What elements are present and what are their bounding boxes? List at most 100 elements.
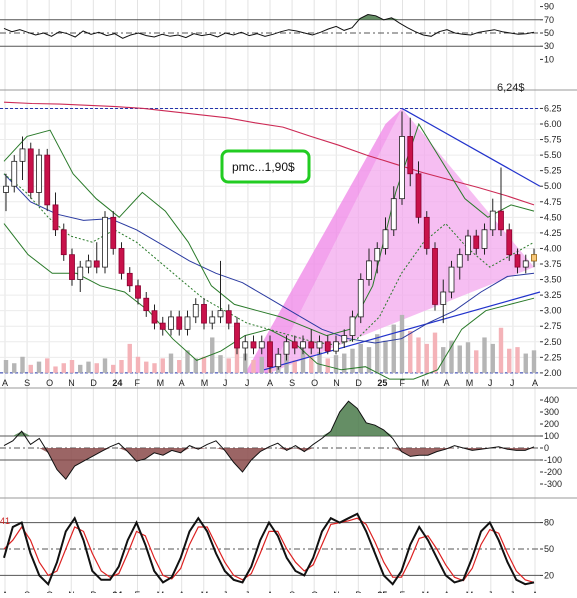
x-tick-label: M bbox=[157, 378, 165, 388]
candle-body bbox=[448, 266, 455, 293]
y-tick-label: 6.25 bbox=[544, 103, 562, 113]
volume-bar bbox=[317, 351, 322, 373]
ma_mid-line bbox=[3, 173, 535, 344]
candle-body bbox=[60, 229, 67, 256]
volume-bar bbox=[449, 340, 454, 373]
candle-body bbox=[275, 353, 282, 368]
x-tick-label: M bbox=[466, 378, 474, 388]
volume-bar bbox=[375, 334, 380, 373]
x-tick-label: D bbox=[90, 378, 97, 388]
y-tick-label: 200 bbox=[544, 419, 559, 429]
cci-negative-fill bbox=[4, 448, 534, 480]
y-tick-label: 4.50 bbox=[544, 212, 562, 222]
candle-body bbox=[324, 341, 331, 352]
candle-body bbox=[407, 136, 414, 175]
x-tick-label: 24 bbox=[112, 378, 122, 388]
y-tick-label: 70 bbox=[544, 15, 554, 25]
volume-bar bbox=[94, 363, 99, 373]
candle-body bbox=[209, 316, 216, 324]
x-tick-label: A bbox=[444, 378, 450, 388]
candle-body bbox=[168, 316, 174, 330]
candle-body bbox=[498, 210, 504, 231]
candle-body bbox=[465, 235, 471, 256]
y-tick-label: 6.00 bbox=[544, 119, 562, 129]
x-tick-label: A bbox=[532, 378, 538, 388]
y-tick-label: 3.00 bbox=[544, 306, 562, 316]
x-tick-label: J bbox=[510, 378, 514, 388]
candle-body bbox=[110, 216, 117, 249]
y-tick-label: 300 bbox=[544, 407, 559, 417]
y-tick-label: 10 bbox=[544, 54, 554, 64]
ma_long-line bbox=[3, 101, 535, 206]
x-tick-label: S bbox=[289, 378, 295, 388]
x-tick-label: F bbox=[135, 378, 141, 388]
y-tick-label: 50 bbox=[544, 544, 554, 554]
volume-bar bbox=[226, 358, 231, 373]
x-tick-label: M bbox=[422, 378, 430, 388]
candle-body bbox=[357, 279, 364, 318]
volume-bar bbox=[251, 360, 256, 373]
candle-body bbox=[514, 254, 521, 268]
candle-body bbox=[19, 148, 26, 162]
volume-bar bbox=[168, 353, 174, 373]
candle-body bbox=[374, 248, 381, 262]
volume-bar bbox=[135, 356, 141, 373]
y-tick-label: 4.00 bbox=[544, 243, 562, 253]
volume-bar bbox=[342, 353, 347, 373]
candle-body bbox=[399, 136, 405, 200]
candle-body bbox=[27, 148, 34, 193]
candle-body bbox=[52, 204, 59, 231]
candle-body bbox=[85, 260, 92, 268]
rsi-line bbox=[3, 13, 535, 39]
annotation-badge bbox=[220, 149, 311, 184]
y-tick-label: 90 bbox=[544, 2, 554, 12]
volume-bar bbox=[127, 343, 132, 373]
x-tick-label: J bbox=[245, 378, 250, 388]
candle-body bbox=[316, 341, 323, 349]
volume-bar bbox=[234, 347, 240, 373]
last-candle-body bbox=[531, 254, 537, 262]
x-tick-label: N bbox=[333, 378, 340, 388]
candle-body bbox=[201, 304, 207, 324]
candle-body bbox=[415, 173, 422, 218]
candle-body bbox=[242, 341, 249, 349]
y-tick-label: 50 bbox=[544, 28, 554, 38]
volume-bar bbox=[399, 314, 405, 373]
candle-body bbox=[341, 335, 348, 343]
volume-bar bbox=[53, 366, 58, 373]
volume-bar bbox=[160, 358, 165, 373]
rsi-overbought-fill bbox=[4, 14, 534, 20]
x-tick-label: S bbox=[24, 378, 30, 388]
volume-bar bbox=[28, 364, 33, 373]
volume-bar bbox=[78, 364, 83, 373]
x-tick-label: O bbox=[311, 378, 318, 388]
candle-body bbox=[225, 310, 232, 324]
volume-bar bbox=[515, 347, 520, 373]
candle-body bbox=[77, 266, 84, 280]
volume-bar bbox=[61, 363, 66, 373]
candle-body bbox=[126, 272, 133, 287]
candle-body bbox=[93, 260, 100, 268]
volume-bar bbox=[531, 350, 537, 373]
y-tick-label: 3.25 bbox=[544, 290, 562, 300]
volume-bar bbox=[20, 356, 25, 373]
x-tick-label: J bbox=[488, 378, 493, 388]
candle-body bbox=[506, 229, 513, 256]
candle-body bbox=[382, 229, 389, 249]
volume-bar bbox=[193, 358, 198, 373]
x-tick-label: A bbox=[2, 378, 8, 388]
candle-body bbox=[283, 341, 290, 355]
candle-body bbox=[3, 185, 9, 193]
y-tick-label: -100 bbox=[544, 455, 562, 465]
volume-bar bbox=[45, 358, 50, 373]
candle-body bbox=[432, 248, 438, 305]
candle-body bbox=[489, 210, 496, 231]
stochastic-main-line bbox=[3, 512, 535, 586]
volume-bar bbox=[86, 361, 91, 373]
candle-body bbox=[143, 297, 150, 312]
y-tick-label: 80 bbox=[544, 518, 554, 528]
price-label: 6,24$ bbox=[497, 82, 525, 94]
y-tick-label: 4.75 bbox=[544, 197, 562, 207]
x-tick-label: D bbox=[355, 378, 362, 388]
